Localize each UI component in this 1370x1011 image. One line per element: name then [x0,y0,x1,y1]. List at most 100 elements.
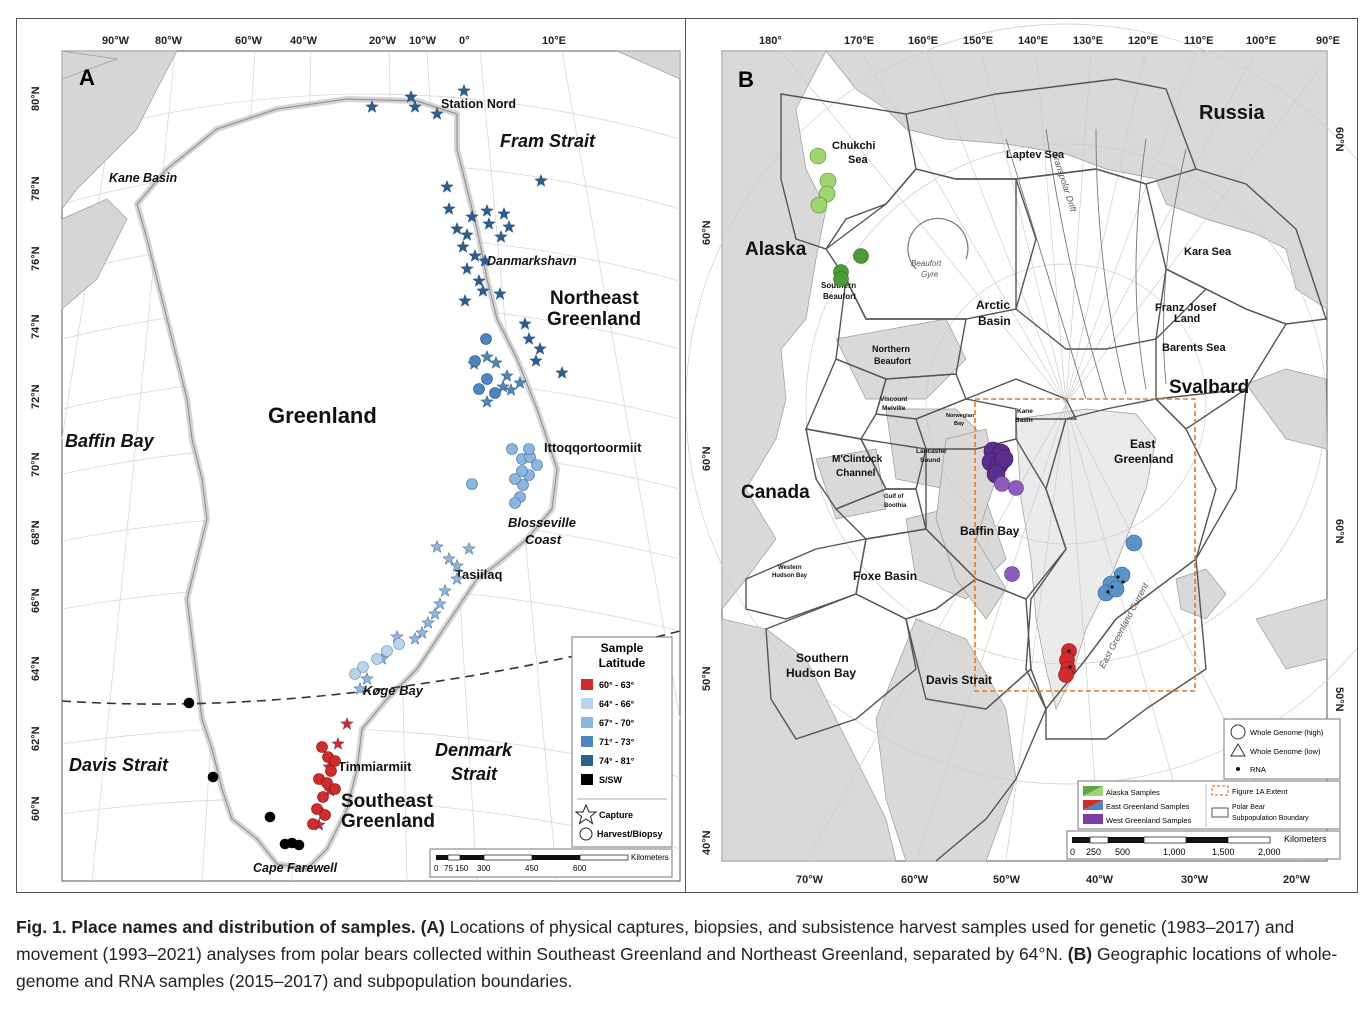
capture-star-71-73 [480,349,494,363]
panel-a-scale-bar: Kilometers 0 75 150 300 450 600 [429,848,673,878]
capture-star-60-63 [340,716,354,730]
capture-star-74-81 [456,239,470,253]
panel-b-transpolar-drift-arrows [907,128,1187,400]
label-greenland: Greenland [268,403,377,428]
legend-figure-1a-extent: Figure 1A Extent [1232,787,1288,796]
label-russia: Russia [1199,102,1265,124]
label-kane-basin-b-2: Basin [1015,417,1033,424]
lon-tick: 130°E [1073,35,1103,47]
capture-star-71-73 [513,375,527,389]
harvest-circle-60-63 [307,818,319,830]
capture-star-67-70 [353,681,367,695]
harvest-circle-s-sw [293,839,305,851]
capture-star-74-81 [482,216,496,230]
label-barents-sea: Barents Sea [1162,342,1226,354]
rna-sample-dot [1067,649,1071,653]
capture-star-67-70 [408,631,422,645]
label-viscount-2: Melville [882,405,906,412]
capture-star-67-70 [462,541,476,555]
harvest-circle-71-73 [469,355,481,367]
lon-tick: 140°E [1018,35,1048,47]
caption-b-text: Geographic locations of whole-genome and… [16,944,1338,991]
rna-sample-dot [1068,665,1072,669]
label-alaska: Alaska [745,239,807,260]
label-svalbard: Svalbard [1169,377,1249,398]
harvest-circle-60-63 [325,765,337,777]
capture-star-67-70 [433,596,447,610]
label-gulf-boothia-1: Gulf of [884,494,904,500]
label-northeast-greenland-2: Greenland [547,309,641,330]
label-east-greenland-1: East [1130,437,1155,451]
label-koge-bay: Køge Bay [363,683,424,698]
lat-tick: 62°N [30,726,42,751]
label-east-greenland-2: Greenland [1114,452,1173,466]
panel-b-bottom-lon-ticks: 70°W 60°W 50°W 40°W 30°W 20°W [796,874,1311,886]
scale-tick-b: 1,000 [1163,847,1186,857]
lat-tick: 72°N [30,384,42,409]
caption-a-tag: (A) [420,917,445,937]
capture-star-74-81 [408,99,422,113]
rna-sample-dot [1106,590,1110,594]
capture-star-74-81 [478,253,492,267]
scale-tick-b: 1,500 [1212,847,1235,857]
scale-unit: Kilometers [631,853,669,862]
capture-star-74-81 [440,179,454,193]
greenland-coastline [136,98,558,870]
label-kane-basin: Kane Basin [109,171,177,185]
capture-star-67-70 [442,551,456,565]
lat-tick: 66°N [30,588,42,613]
panel-b-letter: B [738,67,754,92]
harvest-circle-67-70 [509,497,521,509]
west-greenland-sample-circle [1004,566,1020,582]
label-mclintock-2: Channel [836,468,876,479]
label-ittoqqortoormiit: Ittoqqortoormiit [544,440,642,455]
harvest-circle-60-63 [317,791,329,803]
label-baffin-bay: Baffin Bay [65,431,155,451]
harvest-circle-60-63 [329,783,341,795]
legend-class-label: S/SW [599,775,623,785]
scale-tick-b: 500 [1115,847,1130,857]
lon-tick: 100°E [1246,35,1276,47]
capture-star-67-70 [428,606,442,620]
capture-star-67-70 [438,583,452,597]
scale-unit-b: Kilometers [1284,834,1327,844]
label-cape-farewell: Cape Farewell [253,861,338,875]
capture-star-71-73 [504,382,518,396]
capture-star-74-81 [502,219,516,233]
panel-b-arctic-map: 180° 170°E 160°E 150°E 140°E 130°E 120°E… [686,19,1357,892]
panel-a-lat-ticks: 80°N 78°N 76°N 74°N 72°N 70°N 68°N 66°N … [30,86,42,821]
capture-star-74-81 [460,227,474,241]
capture-star-74-81 [497,206,511,220]
legend-alaska-samples: Alaska Samples [1106,788,1160,797]
lat-tick: 40°N [701,830,713,855]
label-station-nord: Station Nord [441,97,516,111]
capture-star-74-81 [365,99,379,113]
rna-sample-dot [1110,585,1114,589]
harvest-circle-71-73 [489,387,501,399]
label-franz-josef-2: Land [1174,313,1200,325]
figure-frame: 90°W 80°W 60°W 40°W 20°W 10°W 0° 10°E 80… [16,18,1358,893]
lon-tick: 90°E [1316,35,1340,47]
label-timmiarmiit: Timmiarmiit [338,759,412,774]
lon-tick: 10°E [542,35,566,47]
legend-boundary-icon [1211,807,1229,818]
lon-tick: 170°E [844,35,874,47]
capture-star-74-81 [457,83,471,97]
lat-tick: 74°N [30,314,42,339]
capture-star-71-73 [480,394,494,408]
capture-star-74-81 [430,106,444,120]
capture-star-74-81 [468,248,482,262]
scale-tick: 75 [444,864,453,873]
panel-b-legend-top: Whole Genome (high) Whole Genome (low) R… [1223,718,1341,780]
capture-star-74-81 [555,365,569,379]
capture-star-67-70 [450,571,464,585]
harvest-circle-71-73 [480,333,492,345]
capture-star-74-81 [522,331,536,345]
legend-title-2: Latitude [599,656,646,670]
label-baffin-bay-b: Baffin Bay [960,524,1020,538]
label-denmark-strait-2: Strait [451,764,498,784]
capture-star-74-81 [534,173,548,187]
lat-tick: 60°N [701,220,713,245]
capture-star-74-81 [480,203,494,217]
capture-star-74-81 [465,209,479,223]
